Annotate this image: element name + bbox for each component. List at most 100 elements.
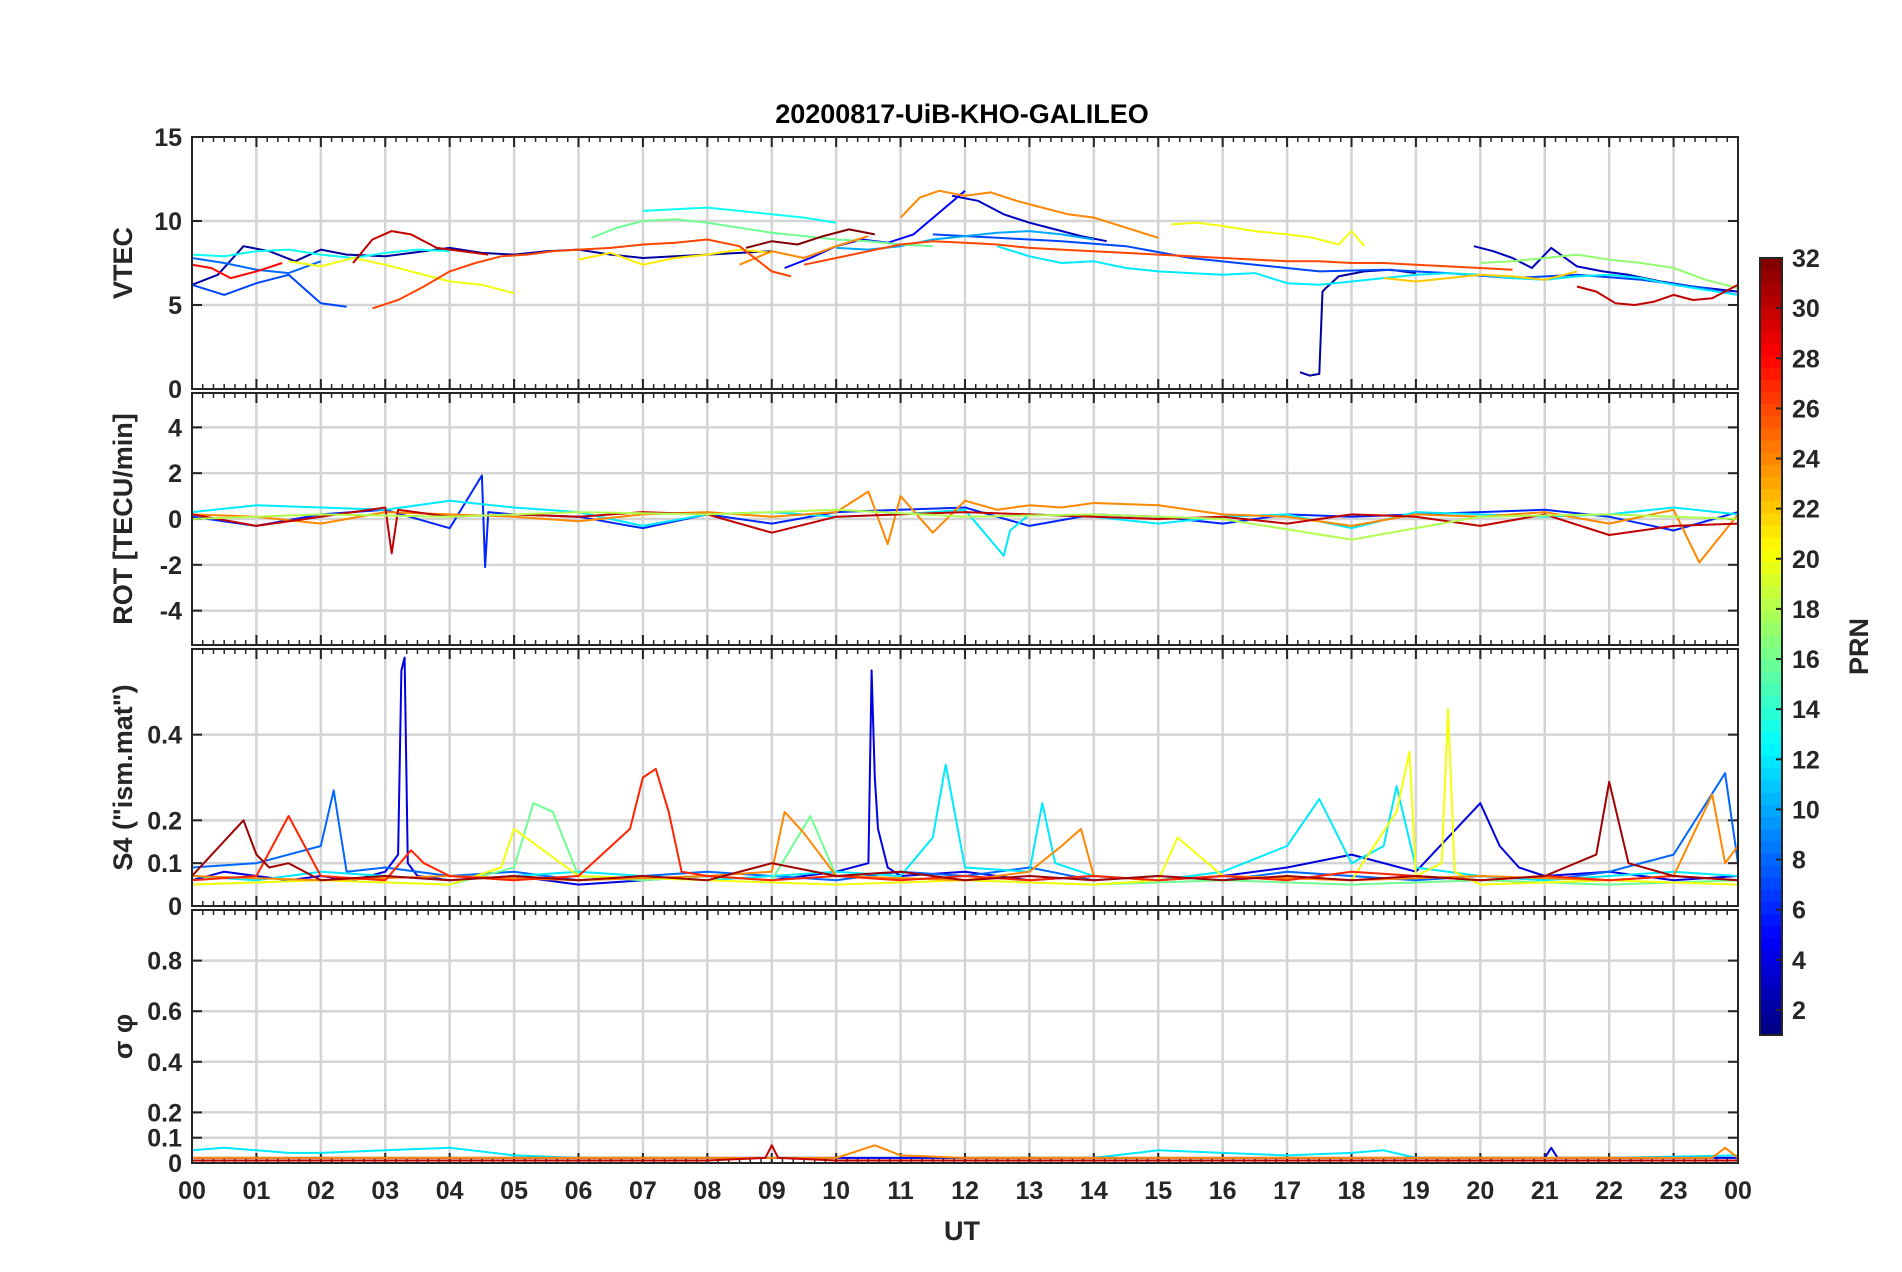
- colorbar-step: [1760, 1010, 1782, 1024]
- colorbar-tick-label: 12: [1792, 746, 1820, 774]
- colorbar-step: [1760, 367, 1782, 381]
- colorbar-step: [1760, 913, 1782, 927]
- colorbar-tick-label: 10: [1792, 796, 1820, 824]
- y-axis-label: VTEC: [108, 227, 138, 299]
- colorbar-step: [1760, 379, 1782, 393]
- y-axis-label: σ φ: [108, 1014, 138, 1059]
- colorbar-tick-label: 4: [1792, 947, 1806, 975]
- colorbar-step: [1760, 427, 1782, 441]
- colorbar-step: [1760, 840, 1782, 854]
- panel-sigma_phi: 00.10.2 0.4 0.6 0.8 σ φ 00 01 02 03 04 05 06 07 08 09 1…: [108, 909, 1752, 1205]
- x-tick-label: 07: [629, 1177, 657, 1205]
- x-tick-label: 03: [371, 1177, 399, 1205]
- colorbar-step: [1760, 318, 1782, 332]
- series-prn-4: [192, 656, 1738, 886]
- colorbar-frame: [1759, 257, 1783, 1036]
- colorbar-step: [1760, 282, 1782, 296]
- x-axis-label: UT: [944, 1216, 980, 1246]
- colorbar-step: [1760, 512, 1782, 526]
- panel-vtec: 0 5 10 15 VTEC: [108, 124, 1739, 404]
- series-prn-17: [1480, 253, 1738, 290]
- series-prn-30: [192, 506, 1738, 555]
- series-prn-12: [192, 499, 1738, 557]
- colorbar-step: [1760, 731, 1782, 745]
- colorbar-step: [1760, 865, 1782, 878]
- colorbar-step: [1760, 658, 1782, 672]
- x-tick-label: 00: [1724, 1177, 1752, 1205]
- y-tick-label: 0.1: [147, 1125, 182, 1153]
- colorbar-tick-label: 22: [1792, 496, 1820, 524]
- colorbar-step: [1760, 792, 1782, 805]
- colorbar-tick-label: 18: [1792, 596, 1820, 624]
- colorbar-tick-label: 30: [1792, 295, 1820, 323]
- series-prn-18: [192, 508, 1738, 541]
- y-tick-label: 15: [154, 124, 182, 152]
- colorbar-tick-label: 16: [1792, 646, 1820, 674]
- y-tick-label: 0: [168, 506, 182, 534]
- series-prn-30: [352, 230, 489, 264]
- colorbar-step: [1760, 889, 1782, 903]
- y-tick-label: 0.1: [147, 850, 182, 878]
- colorbar-step: [1760, 925, 1782, 939]
- series-prn-26: [372, 238, 792, 310]
- colorbar-step: [1760, 1022, 1782, 1036]
- colorbar-step: [1760, 950, 1782, 963]
- colorbar-step: [1760, 986, 1782, 1000]
- colorbar-step: [1760, 646, 1782, 660]
- x-tick-label: 06: [565, 1177, 593, 1205]
- colorbar-step: [1760, 852, 1782, 866]
- series-prn-24: [899, 189, 1159, 239]
- series-prn-13: [642, 206, 837, 224]
- colorbar-step: [1760, 488, 1782, 502]
- y-tick-label: 0.8: [147, 948, 182, 976]
- x-tick-label: 09: [758, 1177, 786, 1205]
- colorbar-step: [1760, 695, 1782, 708]
- x-tick-label: 22: [1595, 1177, 1623, 1205]
- x-tick-label: 14: [1080, 1177, 1108, 1205]
- colorbar-step: [1760, 258, 1782, 271]
- colorbar-step: [1760, 549, 1782, 563]
- series-prn-30: [192, 1144, 1738, 1162]
- y-tick-label: 0: [168, 1150, 182, 1178]
- colorbar-step: [1760, 537, 1782, 550]
- colorbar-tick-label: 24: [1792, 446, 1820, 474]
- y-tick-label: 0: [168, 376, 182, 404]
- panel-frame: [191, 392, 1739, 646]
- colorbar-tick-label: 8: [1792, 847, 1806, 875]
- colorbar-step: [1760, 816, 1782, 830]
- colorbar-tick-label: 14: [1792, 696, 1820, 724]
- x-tick-label: 12: [951, 1177, 979, 1205]
- panel-series: [192, 189, 1738, 377]
- x-tick-label: 20: [1466, 1177, 1494, 1205]
- x-tick-label: 05: [500, 1177, 528, 1205]
- colorbar-step: [1760, 804, 1782, 818]
- colorbar-tick-label: 20: [1792, 546, 1820, 574]
- x-tick-label: 21: [1531, 1177, 1559, 1205]
- colorbar-tick-label: 6: [1792, 897, 1806, 925]
- colorbar-step: [1760, 707, 1782, 720]
- x-tick-label: 04: [436, 1177, 464, 1205]
- colorbar-step: [1760, 403, 1782, 417]
- x-tick-label: 08: [693, 1177, 721, 1205]
- colorbar-step: [1760, 670, 1782, 684]
- y-tick-label: 10: [154, 208, 182, 236]
- colorbar-step: [1760, 828, 1782, 842]
- chart-title: 20200817-UiB-KHO-GALILEO: [775, 99, 1149, 129]
- series-prn-20: [1171, 221, 1366, 247]
- series-prn-20: [192, 708, 1738, 886]
- x-tick-label: 00: [178, 1177, 206, 1205]
- panel-s4: 0 0.1 0.2 0.4 S4 ("ism.mat"): [108, 648, 1739, 921]
- series-prn-16: [591, 218, 933, 248]
- x-tick-label: 13: [1016, 1177, 1044, 1205]
- series-prn-21: [578, 248, 772, 266]
- series-prn-26: [803, 240, 1513, 271]
- series-prn-32: [745, 228, 875, 249]
- series-prn-24: [739, 235, 869, 266]
- series-prn-2: [192, 245, 772, 286]
- colorbar-step: [1760, 901, 1782, 915]
- colorbar-step: [1760, 974, 1782, 988]
- colorbar-step: [1760, 610, 1782, 623]
